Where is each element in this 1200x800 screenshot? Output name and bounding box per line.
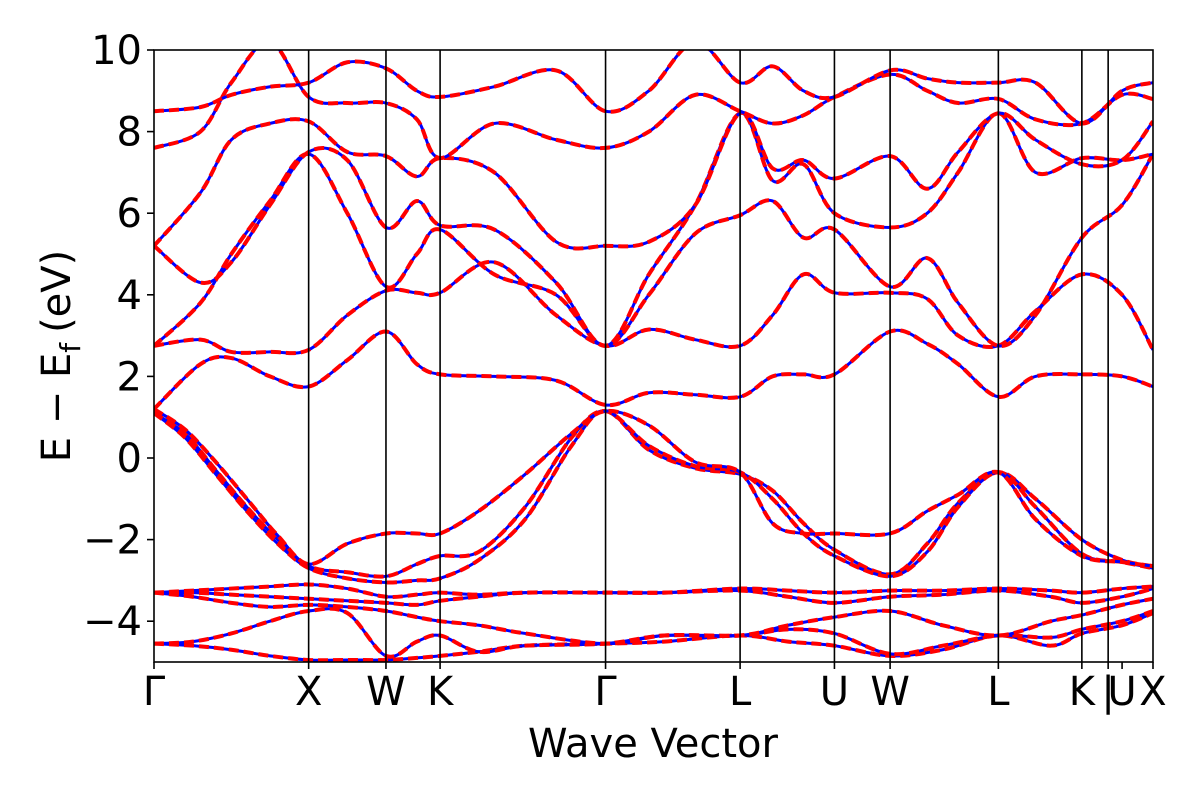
y-tick-label-7: 10 <box>91 28 142 74</box>
x-axis-label: Wave Vector <box>528 721 779 767</box>
y-axis-label-main: E − E <box>34 353 80 463</box>
band-line-dashed-12 <box>154 111 1153 348</box>
x-tick-label-5: L <box>729 669 752 715</box>
x-tick-label-2: W <box>366 669 406 715</box>
band-line-8 <box>154 407 1153 569</box>
y-axis-ticks: −4 −2 0 2 4 6 8 10 <box>83 28 154 645</box>
y-tick-label-4: 4 <box>117 273 142 319</box>
band-line-dashed-6 <box>154 409 1153 584</box>
band-line-dashed-10 <box>154 260 1153 355</box>
y-tick-label-0: −4 <box>83 599 142 645</box>
x-tick-label-7: W <box>870 669 910 715</box>
plot-frame <box>153 49 1154 663</box>
y-axis-label: E − Ef (eV) <box>34 250 87 463</box>
y-tick-label-1: −2 <box>83 518 142 564</box>
y-tick-label-2: 0 <box>117 436 142 482</box>
x-tick-label-3: K <box>427 669 455 715</box>
band-line-dashed-8 <box>154 407 1153 568</box>
band-line-6 <box>154 409 1153 585</box>
x-tick-label-0: Γ <box>143 669 166 715</box>
x-axis-ticks: Γ X W K Γ L U W L K |U X <box>143 662 1167 715</box>
band-line-7 <box>154 409 1153 579</box>
band-line-10 <box>154 260 1153 356</box>
band-line-dashed-13 <box>154 111 1153 250</box>
band-line-dashed-11 <box>154 152 1153 348</box>
y-axis-label-subscript: f <box>54 342 87 353</box>
band-line-11 <box>154 152 1153 348</box>
x-tick-label-1: X <box>295 669 322 715</box>
x-tick-label-8: L <box>987 669 1010 715</box>
band-line-14 <box>154 50 1153 161</box>
band-line-dashed-7 <box>154 409 1153 579</box>
band-line-12 <box>154 111 1153 348</box>
high-symmetry-lines <box>307 50 1109 662</box>
bands-layer <box>154 50 1153 662</box>
x-tick-label-11: U <box>1107 669 1136 715</box>
y-axis-label-unit: (eV) <box>34 250 80 333</box>
x-tick-label-10: | <box>1101 669 1114 715</box>
y-tick-label-5: 6 <box>117 191 142 237</box>
band-line-13 <box>154 111 1153 251</box>
y-tick-label-6: 8 <box>117 110 142 156</box>
x-tick-label-12: X <box>1139 669 1166 715</box>
band-line-dashed-2 <box>154 607 1153 659</box>
x-tick-label-6: U <box>820 669 849 715</box>
band-line-15 <box>154 50 1153 126</box>
x-tick-label-4: Γ <box>594 669 617 715</box>
band-line-2 <box>154 606 1153 659</box>
x-tick-label-9: K <box>1069 669 1097 715</box>
y-tick-label-3: 2 <box>117 354 142 400</box>
